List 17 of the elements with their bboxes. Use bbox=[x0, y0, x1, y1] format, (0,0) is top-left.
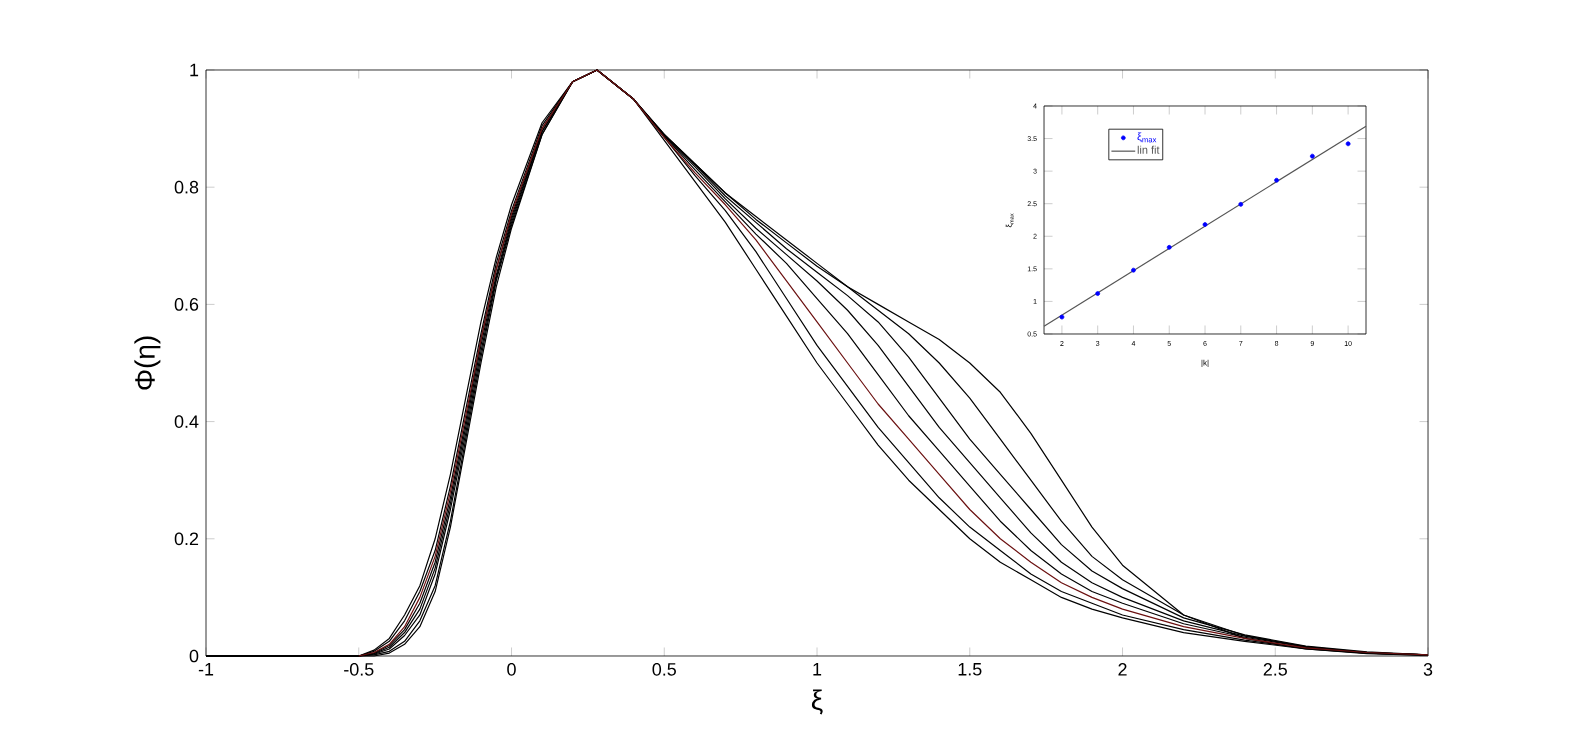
y-tick-label: 0.6 bbox=[174, 298, 199, 311]
x-tick-label: 2 bbox=[1118, 663, 1127, 676]
x-tick-label: 0 bbox=[507, 663, 516, 676]
y-tick-label: 0 bbox=[189, 649, 199, 663]
x-tick-label: 1 bbox=[813, 663, 822, 676]
x-axis-title: ξ bbox=[811, 689, 823, 715]
y-tick-label: 0.2 bbox=[174, 532, 199, 546]
x-tick-label: 3 bbox=[1423, 663, 1433, 676]
x-tick-label: -0.5 bbox=[344, 663, 374, 676]
y-tick-label: 0.4 bbox=[174, 415, 199, 428]
y-axis-title: Φ(η) bbox=[134, 336, 161, 390]
x-tick-label: -1 bbox=[198, 663, 214, 676]
x-tick-label: 0.5 bbox=[652, 663, 676, 676]
x-tick-label: 1.5 bbox=[958, 663, 982, 676]
y-tick-label: 0.8 bbox=[174, 180, 199, 194]
y-tick-label: 1 bbox=[190, 63, 199, 77]
x-tick-label: 2.5 bbox=[1263, 663, 1287, 676]
